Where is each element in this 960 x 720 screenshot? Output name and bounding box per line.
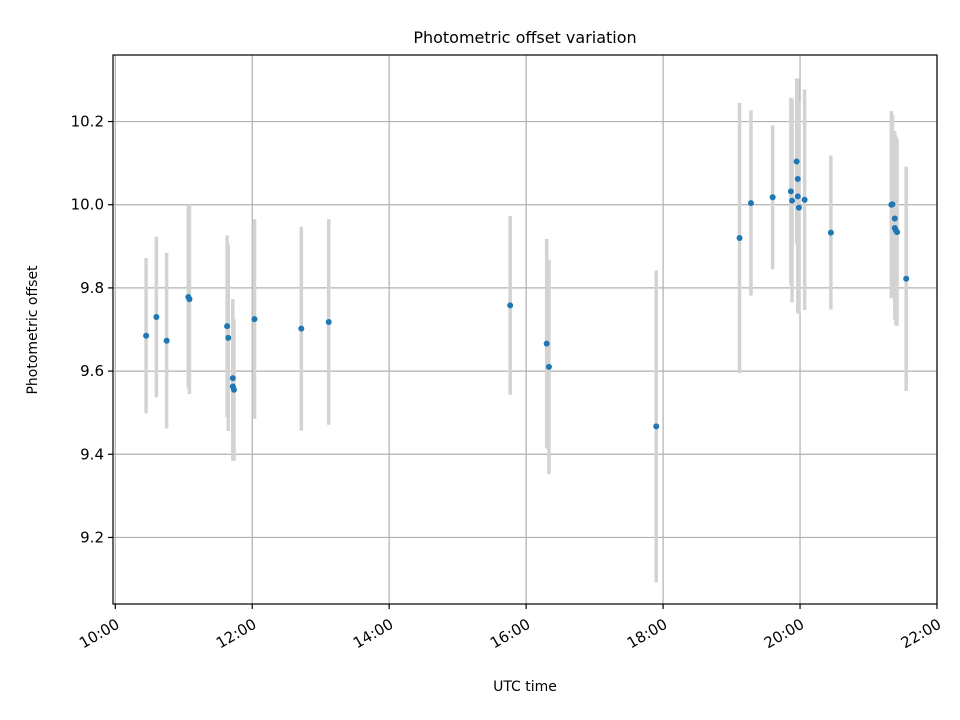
data-point <box>230 386 237 393</box>
x-axis-label: UTC time <box>493 679 557 695</box>
y-tick-label: 10.2 <box>71 113 104 131</box>
data-point <box>793 158 800 165</box>
data-point <box>186 296 193 303</box>
data-point <box>787 188 794 195</box>
y-tick-label: 9.6 <box>80 362 104 380</box>
x-tick-label: 16:00 <box>487 615 533 652</box>
y-axis-label: Photometric offset <box>25 265 41 395</box>
data-point <box>143 332 150 339</box>
data-point <box>225 334 232 341</box>
y-tick-label: 9.2 <box>80 528 104 546</box>
data-point <box>545 363 552 370</box>
data-point <box>794 193 801 200</box>
x-tick-label: 18:00 <box>624 615 670 652</box>
data-point <box>653 423 660 430</box>
data-point <box>224 323 231 330</box>
data-point <box>325 319 332 326</box>
x-tick-label: 12:00 <box>213 615 259 652</box>
data-point <box>747 200 754 207</box>
plot-frame <box>112 54 938 605</box>
y-tick-label: 10.0 <box>71 196 104 214</box>
data-point <box>889 201 896 208</box>
data-point <box>827 229 834 236</box>
data-point <box>736 235 743 241</box>
data-point <box>507 302 514 309</box>
data-point <box>795 204 802 211</box>
data-point <box>789 197 796 204</box>
chart-title: Photometric offset variation <box>413 28 636 47</box>
data-point <box>153 314 160 321</box>
data-point <box>543 340 550 347</box>
data-point <box>891 215 898 222</box>
x-tick-label: 20:00 <box>761 615 807 652</box>
data-point <box>903 275 910 282</box>
axis-ticks: 10:00 12:00 14:00 16:00 18:00 20:00 22:00 9.2 9.… <box>71 113 945 653</box>
data-point <box>298 325 305 332</box>
data-point <box>229 375 236 382</box>
data-point <box>769 194 776 201</box>
y-tick-label: 9.8 <box>80 279 104 297</box>
data-point <box>251 316 258 323</box>
data-points <box>143 158 910 430</box>
x-tick-label: 14:00 <box>350 615 396 652</box>
data-point <box>163 337 170 344</box>
y-tick-label: 9.4 <box>80 445 104 463</box>
data-point <box>794 175 801 182</box>
x-tick-label: 10:00 <box>76 615 122 652</box>
data-point <box>801 196 808 203</box>
x-tick-label: 22:00 <box>898 615 944 652</box>
data-point <box>894 229 901 236</box>
grid <box>113 55 938 604</box>
